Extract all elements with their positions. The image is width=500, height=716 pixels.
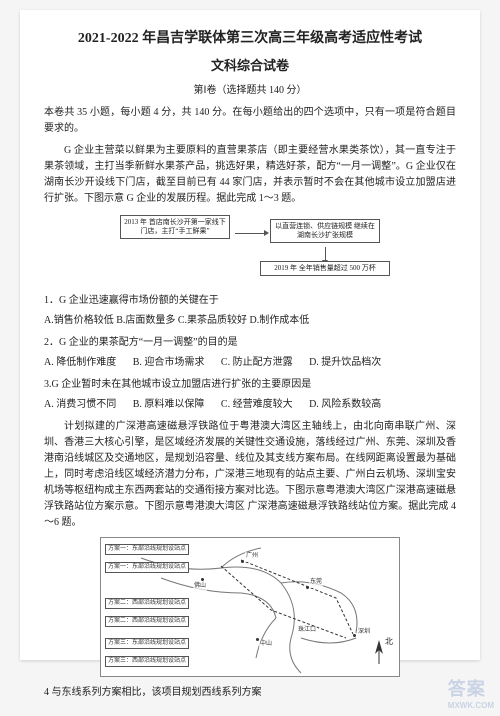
sub-title: 文科综合试卷 — [44, 56, 456, 77]
passage-2: 计划拟建的广深港高速磁悬浮铁路位于粤港澳大湾区主轴线上，由北向南串联广州、深圳、… — [44, 419, 456, 531]
figure-2-map: 方案一：东部沿线规划设站点 方案一：东部沿线规划设站点 方案二：西部沿线规划设站… — [100, 537, 400, 677]
watermark-main: 答案 — [448, 679, 486, 699]
city-foshan: 佛山 — [193, 582, 207, 592]
q2-opt-b: B. 迎合市场需求 — [133, 355, 205, 371]
map-legend-6: 方案三：西部沿线规划设站点 — [105, 656, 189, 667]
question-1: 1．G 企业迅速赢得市场份额的关键在于 — [44, 293, 456, 309]
flow-box-left: 2013 年 首店南长沙开第一家线下 门店，主打“手工鲜果” — [120, 215, 230, 239]
map-legend-1: 方案一：东部沿线规划设站点 — [105, 544, 189, 555]
figure-1-flowchart: 2013 年 首店南长沙开第一家线下 门店，主打“手工鲜果” 以直营连锁、供应链… — [100, 213, 400, 285]
q3-opt-a: A. 消费习惯不同 — [44, 397, 116, 413]
question-3: 3.G 企业暂时未在其他城市设立加盟店进行扩张的主要原因是 — [44, 377, 456, 393]
question-2: 2．G 企业的果茶配方“一月一调整”的目的是 — [44, 335, 456, 351]
exam-page: 2021-2022 年昌吉学联体第三次高三年级高考适应性考试 文科综合试卷 第Ⅰ… — [20, 10, 480, 660]
flow-box-bottom: 2019 年 全年销售量超过 500 万杯 — [260, 261, 390, 276]
flow-box-right: 以直营连锁、供应链规模 继续在湖南长沙扩张规模 — [270, 219, 380, 243]
q3-opt-c: C. 经营难度较大 — [221, 397, 293, 413]
compass-icon: 北 — [367, 638, 391, 668]
city-guangzhou: 广州 — [245, 552, 259, 562]
arrow-down-icon — [325, 247, 326, 261]
compass-label: 北 — [385, 636, 393, 649]
question-2-options: A. 降低制作难度 B. 迎合市场需求 C. 防止配方泄露 D. 提升饮品档次 — [44, 355, 456, 371]
watermark: 答案 MXWK.COM — [448, 675, 494, 710]
passage-1: G 企业主营菜以鲜果为主要原料的直营果茶店（即主要经营水果类茶饮），其一直专注于… — [44, 143, 456, 207]
q2-opt-c: C. 防止配方泄露 — [221, 355, 293, 371]
arrow-right-icon — [235, 233, 265, 234]
city-shenzhen: 深圳 — [357, 628, 371, 638]
question-1-options: A.销售价格较低 B.店面数量多 C.果茶品质较好 D.制作成本低 — [44, 313, 456, 329]
question-3-options: A. 消费习惯不同 B. 原料难以保障 C. 经营难度较大 D. 风险系数较高 — [44, 397, 456, 413]
city-dongguan: 东莞 — [309, 578, 323, 588]
city-zhongshan: 中山 — [259, 640, 273, 650]
q3-opt-b: B. 原料难以保障 — [133, 397, 205, 413]
instructions: 本卷共 35 小题，每小题 4 分，共 140 分。在每小题给出的四个选项中，只… — [44, 105, 456, 137]
main-title: 2021-2022 年昌吉学联体第三次高三年级高考适应性考试 — [44, 28, 456, 50]
question-4: 4 与东线系列方案相比，该项目规划西线系列方案 — [44, 685, 456, 701]
q2-opt-d: D. 提升饮品档次 — [309, 355, 381, 371]
map-legend-4: 方案二：西部沿线规划设站点 — [105, 616, 189, 627]
q2-opt-a: A. 降低制作难度 — [44, 355, 116, 371]
label-zhuhai: 珠江口 — [297, 626, 317, 636]
q3-opt-d: D. 风险系数较高 — [309, 397, 381, 413]
section-title: 第Ⅰ卷（选择题共 140 分） — [44, 83, 456, 99]
map-legend-3: 方案二：西部沿线规划设站点 — [105, 598, 189, 609]
map-legend-2: 方案一：东部沿线规划设站点 — [105, 562, 189, 573]
map-legend-5: 方案三：东部沿线规划设站点 — [105, 638, 189, 649]
